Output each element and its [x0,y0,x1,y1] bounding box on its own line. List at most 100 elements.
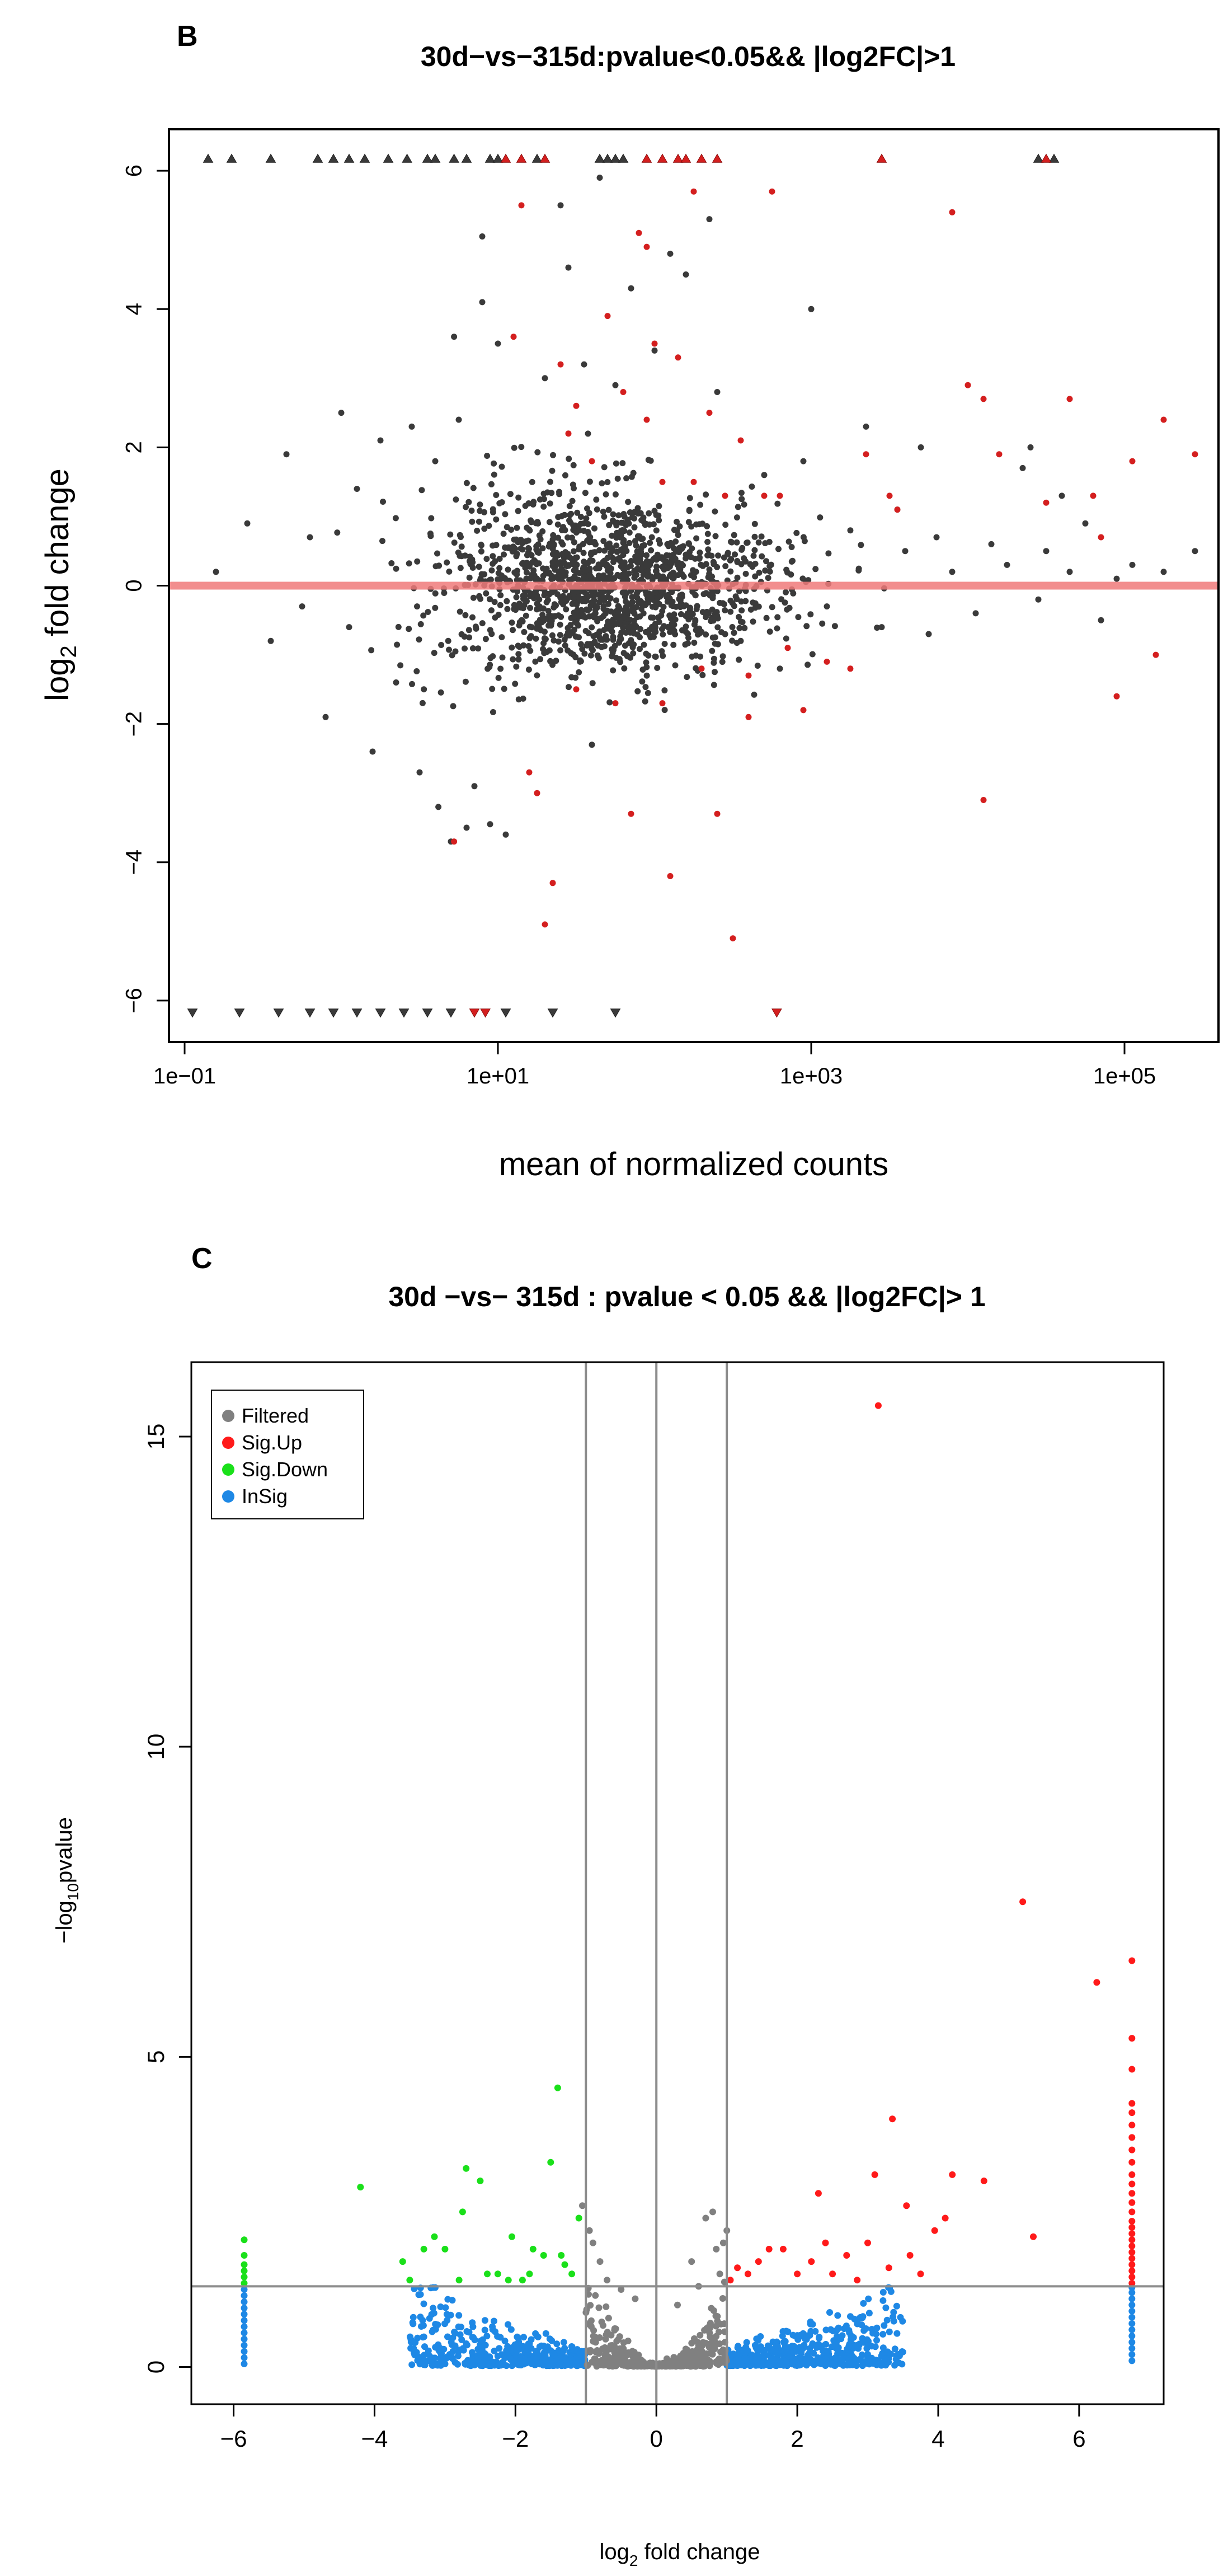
volcano-point-insig [865,2361,873,2368]
ma-point [469,565,476,571]
volcano-point-insig [471,2358,478,2366]
ma-point [737,637,744,644]
ma-point [432,604,439,611]
volcano-point-insig [553,2340,561,2348]
ma-point [354,486,360,492]
ma-point [567,519,573,525]
volcano-point-filtered [708,2305,715,2312]
ma-point [489,686,496,692]
volcano-point-insig [457,2331,464,2338]
ma-point [572,522,579,529]
ma-point [562,527,568,533]
ma-point [549,632,556,639]
ma-point [727,608,734,615]
volcano-point-insig [831,2362,838,2369]
ma-point [642,684,649,691]
ma-point [629,606,636,612]
ma-point [435,804,442,810]
volcano-point-insig [801,2335,808,2342]
ma-point [482,636,489,642]
ma-point [596,599,603,606]
ma-point [729,637,736,644]
volcano-point-filtered [619,2361,626,2368]
volcano-point-insig [891,2345,898,2353]
ma-point [719,653,726,660]
volcano-point-insig [827,2326,834,2333]
ma-point [479,299,486,306]
ma-point-significant [800,707,807,714]
ma-point-significant [761,492,768,499]
volcano-point-sig-down [526,2270,533,2278]
ma-point [664,552,670,559]
ma-point [534,672,540,679]
ma-point [267,637,274,644]
panel-b-y-tick-label: 2 [122,441,147,453]
ma-point [668,552,675,559]
ma-point [528,517,534,524]
ma-point [689,611,696,617]
ma-point [591,525,597,532]
ma-point [587,652,594,659]
ma-point [783,635,789,642]
ma-point [525,537,531,544]
ma-point [637,567,644,574]
volcano-column-point-sig [1128,2236,1136,2244]
ma-point [711,616,717,622]
ma-point [451,334,458,340]
ma-point [547,478,553,485]
ma-point [476,518,482,525]
volcano-point-insig [836,2349,844,2356]
ma-point [666,595,673,602]
ma-point [532,658,539,665]
volcano-point-insig [753,2335,760,2343]
volcano-point-sig-up [885,2264,892,2272]
ma-point [670,603,676,609]
volcano-point-filtered [616,2333,623,2340]
volcano-point-sig-down [561,2261,568,2268]
ma-point [752,560,759,567]
ma-point [795,614,802,621]
panel-c-x-tick-label: 6 [1072,2425,1085,2452]
ma-point [606,522,613,528]
volcano-point-insig [883,2316,891,2324]
ma-point [511,606,517,612]
volcano-point-insig [811,2361,818,2368]
volcano-point-insig [541,2349,548,2356]
panel-c-plot-frame [190,1361,1165,2405]
volcano-point-insig [804,2351,812,2358]
ma-point [574,509,581,516]
ma-point [497,592,504,599]
panel-c-x-tick-label: −2 [502,2425,529,2452]
volcano-point-sig-down [420,2245,427,2253]
ma-point [576,634,582,641]
ma-point [750,618,756,625]
ma-point [847,527,854,534]
volcano-point-insig [509,2362,516,2369]
volcano-point-insig [536,2343,543,2350]
ma-point [551,541,557,548]
volcano-point-insig [455,2323,462,2330]
volcano-point-filtered [703,2350,711,2357]
ma-point [600,572,607,579]
ma-point [507,491,514,498]
volcano-point-sig-down [505,2277,512,2284]
ma-point [627,509,633,515]
ma-point [612,491,619,498]
volcano-point-sig-up [829,2270,836,2278]
ma-point [659,626,665,632]
ma-point [533,635,539,642]
ma-point [620,511,627,517]
ma-point [631,630,637,637]
ma-point [803,623,810,630]
ma-point [523,569,530,576]
volcano-point-insig [410,2314,417,2321]
ma-point [487,821,493,828]
volcano-point-insig [879,2331,887,2338]
ma-point [526,635,533,641]
ma-point-significant [894,506,901,513]
ma-point [714,389,721,395]
volcano-point-insig [478,2342,485,2349]
ma-point [548,620,554,627]
volcano-column-point-insig [1128,2333,1136,2340]
volcano-point-insig [879,2344,887,2352]
